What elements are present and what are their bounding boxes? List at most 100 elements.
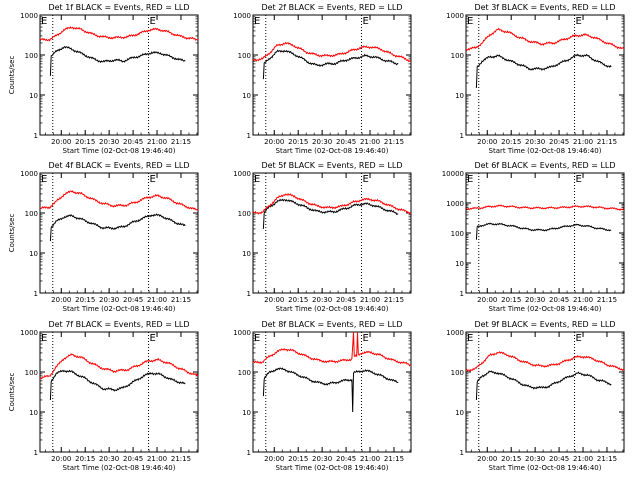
axis-frame <box>465 14 625 136</box>
panel-det-5: Det 5f BLACK = Events, RED = LLD 1 10 100 10… <box>233 161 412 313</box>
y-tick-label: 1000 <box>233 12 251 20</box>
y-tick-label: 10 <box>242 250 251 258</box>
x-tick-label: 20:45 <box>123 296 143 304</box>
y-tick-label: 10 <box>455 92 464 100</box>
series-line-events <box>262 49 399 80</box>
y-tick-label: 1 <box>247 290 251 298</box>
x-tick-label: 20:45 <box>336 138 356 146</box>
x-tick-label: 21:15 <box>384 296 404 304</box>
x-tick-label: 20:30 <box>525 296 545 304</box>
y-tick-label: 10 <box>29 250 38 258</box>
corner-mark-left: E <box>254 333 260 344</box>
x-tick-label: 21:00 <box>360 455 380 463</box>
x-tick-label: 20:15 <box>288 296 308 304</box>
x-tick-label: 20:15 <box>75 455 95 463</box>
y-tick-label: 100 <box>25 369 38 377</box>
y-tick-label: 1 <box>460 290 464 298</box>
series-line-lld <box>466 204 624 212</box>
y-tick-label: 1 <box>34 132 38 140</box>
corner-mark-right: E <box>363 333 369 344</box>
x-tick-label: 20:00 <box>264 296 284 304</box>
panel-title: Det 7f BLACK = Events, RED = LLD <box>48 320 189 329</box>
y-tick-label: 1000 <box>233 170 251 178</box>
y-axis-label: Counts/sec <box>8 214 16 253</box>
y-tick-label: 10 <box>29 409 38 417</box>
x-tick-label: 20:15 <box>288 138 308 146</box>
series-line-events <box>262 367 399 413</box>
y-tick-label: 1 <box>34 290 38 298</box>
x-tick-label: 20:30 <box>312 455 332 463</box>
corner-mark-left: E <box>467 174 473 185</box>
y-tick-label: 10 <box>29 92 38 100</box>
y-tick-label: 1 <box>34 449 38 457</box>
x-tick-label: 20:45 <box>549 455 569 463</box>
axis-frame <box>39 331 199 453</box>
x-tick-label: 21:00 <box>360 138 380 146</box>
series-line-events <box>49 45 186 76</box>
corner-mark-right: E <box>576 174 582 185</box>
corner-mark-left: E <box>467 16 473 27</box>
x-axis-label: Start Time (02-Oct-08 19:46:40) <box>63 305 176 313</box>
corner-mark-left: E <box>254 16 260 27</box>
y-tick-label: 1 <box>460 132 464 140</box>
x-tick-label: 20:15 <box>501 296 521 304</box>
series-line-lld <box>253 193 411 215</box>
axis-frame <box>39 14 199 136</box>
series-line-lld <box>40 26 198 42</box>
x-tick-label: 21:15 <box>171 455 191 463</box>
axis-frame <box>465 331 625 453</box>
x-tick-label: 21:00 <box>573 455 593 463</box>
x-tick-label: 20:30 <box>99 296 119 304</box>
y-tick-label: 100 <box>238 369 251 377</box>
panel-det-9: Det 9f BLACK = Events, RED = LLD 1 10 100 10… <box>446 320 625 472</box>
panel-det-8: Det 8f BLACK = Events, RED = LLD 1 10 100 10… <box>233 320 412 472</box>
y-tick-label: 1000 <box>20 12 38 20</box>
y-tick-label: 1 <box>247 132 251 140</box>
x-tick-label: 20:30 <box>99 138 119 146</box>
axis-frame <box>465 172 625 294</box>
x-tick-label: 20:45 <box>123 138 143 146</box>
x-tick-label: 20:30 <box>525 455 545 463</box>
x-tick-label: 20:15 <box>501 138 521 146</box>
panel-det-3: Det 3f BLACK = Events, RED = LLD 1 10 100 10… <box>446 3 625 155</box>
corner-mark-right: E <box>363 174 369 185</box>
x-tick-label: 20:00 <box>264 138 284 146</box>
x-tick-label: 20:15 <box>288 455 308 463</box>
y-tick-label: 100 <box>25 210 38 218</box>
corner-mark-left: E <box>41 16 47 27</box>
x-tick-label: 21:15 <box>597 455 617 463</box>
series-line-lld <box>253 41 411 63</box>
y-tick-label: 1000 <box>446 12 464 20</box>
x-tick-label: 21:15 <box>384 455 404 463</box>
panel-title: Det 9f BLACK = Events, RED = LLD <box>474 320 615 329</box>
panel-title: Det 1f BLACK = Events, RED = LLD <box>48 3 189 12</box>
corner-mark-right: E <box>150 333 156 344</box>
corner-mark-right: E <box>576 333 582 344</box>
x-tick-label: 21:00 <box>147 138 167 146</box>
x-tick-label: 20:00 <box>477 138 497 146</box>
x-tick-label: 20:00 <box>264 455 284 463</box>
y-tick-label: 1000 <box>20 329 38 337</box>
corner-mark-left: E <box>254 174 260 185</box>
series-line-events <box>262 198 399 229</box>
y-tick-label: 10 <box>242 92 251 100</box>
x-tick-label: 21:15 <box>597 296 617 304</box>
y-tick-label: 100 <box>451 52 464 60</box>
panel-title: Det 3f BLACK = Events, RED = LLD <box>474 3 615 12</box>
series-line-lld <box>253 332 411 367</box>
panel-det-1: Det 1f BLACK = Events, RED = LLD 1 10 100 10… <box>8 3 199 155</box>
x-tick-label: 20:15 <box>75 138 95 146</box>
y-tick-label: 100 <box>451 230 464 238</box>
x-tick-label: 20:00 <box>51 455 71 463</box>
x-tick-label: 20:00 <box>51 138 71 146</box>
x-tick-label: 21:00 <box>573 296 593 304</box>
axis-frame <box>252 14 412 136</box>
panel-det-2: Det 2f BLACK = Events, RED = LLD 1 10 100 10… <box>233 3 412 155</box>
corner-mark-right: E <box>576 16 582 27</box>
x-tick-label: 20:15 <box>75 296 95 304</box>
x-tick-label: 20:30 <box>525 138 545 146</box>
x-tick-label: 20:45 <box>549 138 569 146</box>
y-tick-label: 10 <box>455 260 464 268</box>
x-tick-label: 20:45 <box>336 296 356 304</box>
